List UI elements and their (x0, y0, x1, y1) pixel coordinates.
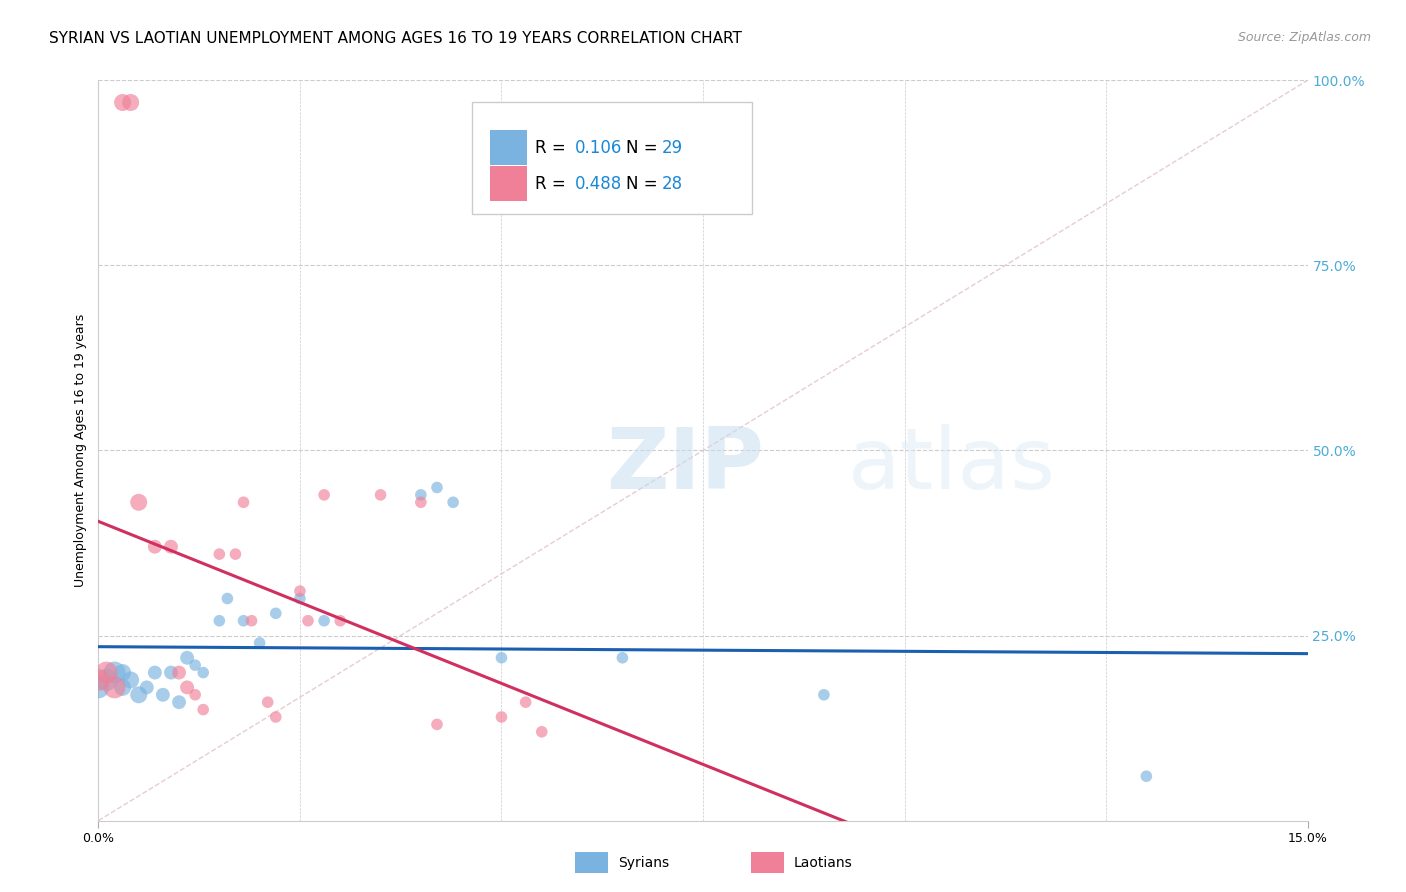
Point (160, 665, 183, 680)
Point (240, 614, 263, 628)
Text: 29: 29 (662, 138, 683, 157)
Text: SYRIAN VS LAOTIAN UNEMPLOYMENT AMONG AGES 16 TO 19 YEARS CORRELATION CHART: SYRIAN VS LAOTIAN UNEMPLOYMENT AMONG AGE… (49, 31, 742, 46)
Point (111, 665, 134, 680)
Point (111, 681, 134, 695)
Point (314, 488, 336, 502)
Point (103, 665, 125, 680)
Text: N =: N = (626, 138, 662, 157)
Point (288, 591, 311, 606)
Point (530, 724, 553, 739)
Point (224, 547, 246, 561)
Point (813, 688, 835, 702)
Point (176, 681, 198, 695)
Point (87, 681, 110, 695)
Point (217, 591, 239, 606)
Point (515, 695, 537, 709)
Y-axis label: Unemployment Among Ages 16 to 19 years: Unemployment Among Ages 16 to 19 years (75, 314, 87, 587)
Point (167, 665, 190, 680)
Point (176, 650, 198, 665)
Point (120, 95, 142, 110)
Point (111, 95, 134, 110)
Point (160, 540, 183, 554)
Point (329, 614, 352, 628)
Point (314, 614, 336, 628)
Text: 28: 28 (662, 175, 683, 193)
Text: ZIP: ZIP (606, 424, 763, 507)
Point (232, 614, 254, 628)
Point (491, 710, 513, 724)
Point (193, 703, 215, 717)
Text: atlas: atlas (848, 424, 1056, 507)
Point (426, 480, 449, 494)
Point (491, 650, 513, 665)
Point (128, 495, 150, 509)
Text: 0.106: 0.106 (575, 138, 623, 157)
Point (87, 673, 110, 687)
Point (208, 547, 231, 561)
Point (297, 614, 319, 628)
Point (370, 488, 392, 502)
Point (193, 665, 215, 680)
Point (409, 488, 432, 502)
Point (128, 688, 150, 702)
Point (441, 495, 464, 509)
Point (120, 673, 142, 687)
Point (96, 665, 118, 680)
Point (264, 710, 287, 724)
Point (288, 584, 311, 599)
Text: 0.488: 0.488 (575, 175, 621, 193)
Point (612, 650, 634, 665)
Point (167, 695, 190, 709)
Point (103, 681, 125, 695)
Point (426, 717, 449, 731)
Point (143, 540, 166, 554)
Point (208, 614, 231, 628)
Point (135, 681, 157, 695)
Text: N =: N = (626, 175, 662, 193)
Text: Syrians: Syrians (619, 855, 669, 870)
Point (184, 658, 207, 673)
Text: R =: R = (534, 138, 571, 157)
Point (152, 688, 174, 702)
Text: Laotians: Laotians (793, 855, 852, 870)
Point (96, 673, 118, 687)
Point (256, 695, 278, 709)
Point (1135, 769, 1157, 783)
Text: Source: ZipAtlas.com: Source: ZipAtlas.com (1237, 31, 1371, 45)
Point (249, 636, 271, 650)
Point (184, 688, 207, 702)
Text: R =: R = (534, 175, 571, 193)
Point (409, 495, 432, 509)
Point (232, 495, 254, 509)
Point (264, 607, 287, 621)
Point (143, 665, 166, 680)
